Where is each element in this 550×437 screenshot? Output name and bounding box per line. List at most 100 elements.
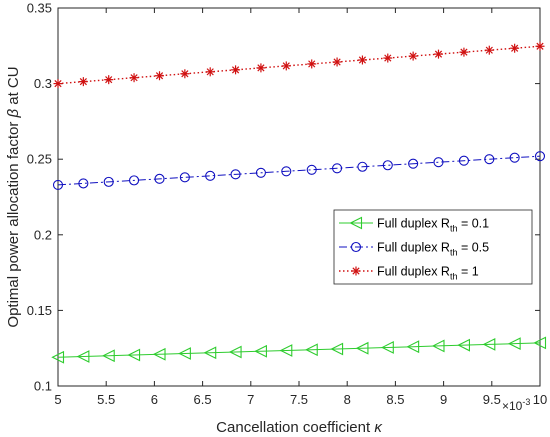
data-point: [180, 69, 190, 79]
x-tick-label: 8.5: [386, 392, 404, 407]
data-point: [433, 157, 444, 168]
x-tick-label: 5.5: [97, 392, 115, 407]
data-point: [433, 49, 443, 59]
data-point: [535, 41, 545, 51]
legend-item-3: Full duplex Rth = 1: [339, 265, 479, 282]
y-tick-label: 0.2: [34, 227, 52, 242]
legend-label-suffix: = 1: [457, 265, 478, 279]
data-point: [76, 350, 90, 363]
data-point: [178, 347, 191, 360]
data-point: [357, 161, 368, 172]
data-point: [408, 158, 419, 169]
plot-area: [57, 7, 541, 387]
data-point: [382, 160, 393, 171]
data-point: [231, 65, 241, 75]
data-point: [179, 172, 190, 183]
x-axis-label-text: Cancellation coefficient: [216, 419, 371, 436]
data-point: [230, 169, 241, 180]
legend-label-sub: th: [450, 224, 458, 234]
x-tick-label: 5: [54, 392, 61, 407]
x-multiplier-exp: -3: [522, 397, 530, 407]
data-point: [510, 43, 520, 53]
y-axis-label-symbol: β: [5, 108, 22, 118]
legend-label: Full duplex Rth = 0.5: [377, 241, 489, 258]
data-point: [533, 336, 547, 350]
legend-label-prefix: Full duplex R: [377, 241, 450, 255]
data-point: [484, 45, 494, 55]
legend-label-suffix: = 0.5: [457, 241, 489, 255]
legend-item-2: Full duplex Rth = 0.5: [339, 241, 489, 258]
y-tick-label: 0.15: [27, 303, 52, 318]
data-point: [330, 342, 344, 356]
data-point: [332, 57, 342, 67]
data-point: [205, 170, 216, 181]
data-point: [509, 152, 520, 163]
data-point: [507, 337, 521, 351]
data-point: [307, 59, 317, 69]
y-axis-label: Optimal power allocation factor β at CU: [5, 66, 22, 327]
data-point: [408, 51, 418, 61]
data-point: [332, 163, 343, 174]
y-axis-label-text: Optimal power allocation factor: [5, 122, 22, 328]
data-point: [129, 175, 140, 186]
data-point: [53, 79, 63, 89]
data-point: [154, 173, 165, 184]
data-point: [306, 164, 317, 175]
legend-label-prefix: Full duplex R: [377, 265, 450, 279]
data-point: [51, 350, 65, 364]
data-point: [203, 346, 217, 360]
x-tick-label: 8: [344, 392, 351, 407]
x-tick-label: 7: [247, 392, 254, 407]
series-3: [53, 41, 545, 89]
y-tick-label: 0.35: [27, 1, 52, 16]
legend-label-sub: th: [450, 272, 458, 282]
data-point: [152, 347, 166, 361]
legend-label-sub: th: [450, 248, 458, 258]
data-point: [228, 345, 242, 359]
data-point: [254, 344, 267, 358]
y-axis-label-suffix: at CU: [5, 66, 22, 104]
series-1: [51, 336, 547, 364]
y-tick-label: 0.1: [34, 379, 52, 394]
data-point: [78, 178, 89, 189]
x-multiplier-base: ×10: [502, 399, 523, 413]
legend-marker: [349, 216, 363, 230]
data-point: [534, 151, 546, 162]
series-2: [52, 151, 546, 190]
x-tick-label: 9.5: [483, 392, 501, 407]
data-point: [381, 341, 394, 354]
legend-marker: [350, 241, 362, 253]
data-point: [78, 77, 88, 87]
x-tick-label: 6: [151, 392, 158, 407]
legend-item-1: Full duplex Rth = 0.1: [339, 217, 489, 234]
x-tick-label: 7.5: [290, 392, 308, 407]
y-tick-label: 0.3: [34, 76, 52, 91]
data-point: [304, 343, 318, 357]
data-point: [52, 179, 64, 190]
data-point: [279, 344, 293, 357]
data-point: [459, 47, 469, 57]
data-point: [127, 348, 141, 362]
legend-label: Full duplex Rth = 1: [377, 265, 479, 282]
data-point: [357, 55, 367, 65]
data-point: [256, 63, 266, 73]
data-point: [205, 67, 215, 77]
x-axis-label: Cancellation coefficient κ: [216, 419, 383, 436]
data-point: [281, 61, 291, 71]
data-point: [383, 53, 393, 63]
x-tick-label: 10: [533, 392, 547, 407]
data-point: [457, 338, 470, 352]
data-point: [101, 349, 115, 363]
axis-ticks: 5 5.5 6 6.5 7 7.5 8 8.5 9 9.5 10 0.1 0.15 0.2 0.25 0.3 0…: [27, 1, 548, 408]
data-point: [104, 75, 114, 85]
data-point: [255, 167, 266, 178]
legend-label-prefix: Full duplex R: [377, 217, 450, 231]
legend-marker: [351, 266, 361, 276]
data-point: [482, 338, 496, 351]
data-point: [355, 341, 369, 355]
data-point: [155, 71, 165, 81]
x-tick-label: 6.5: [194, 392, 212, 407]
x-multiplier: ×10-3: [502, 397, 530, 413]
